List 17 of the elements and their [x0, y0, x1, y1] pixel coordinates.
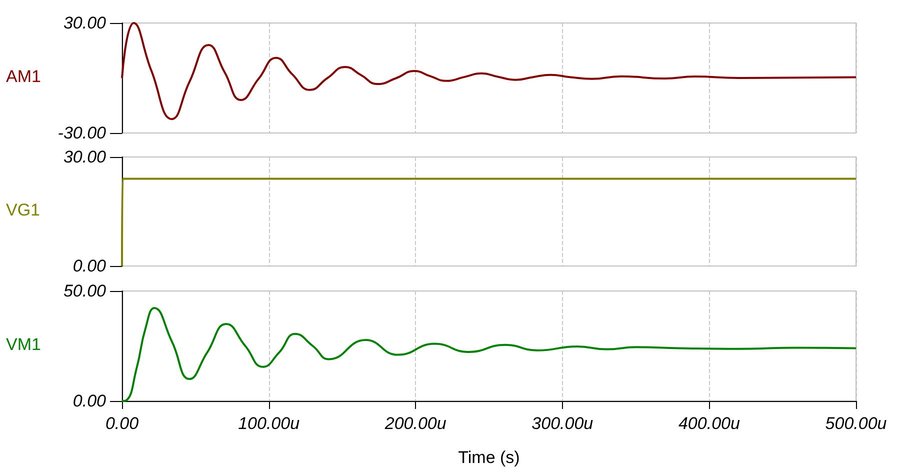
x-axis-title: Time (s) [458, 448, 520, 467]
y-axis-title: AM1 [6, 67, 41, 86]
y-tick-label: 0.00 [72, 256, 107, 276]
y-axis-title: VM1 [6, 335, 41, 354]
line-series [121, 22, 857, 120]
y-tick-label: 0.00 [72, 392, 107, 410]
y-tick-label: 50.00 [63, 282, 107, 300]
x-tick-label: 100.00u [238, 414, 300, 433]
x-tick-label: 200.00u [384, 414, 447, 433]
y-tick-label: 30.00 [63, 14, 107, 32]
y-tick-label: -30.00 [58, 124, 107, 142]
x-tick-label: 400.00u [678, 414, 740, 433]
y-axis-title: VG1 [6, 200, 40, 220]
x-tick-label: 300.00u [532, 414, 594, 433]
x-tick-label: 0.00 [105, 414, 140, 433]
y-tick-label: 30.00 [63, 148, 107, 166]
x-tick-label: 500.00u [825, 414, 888, 433]
